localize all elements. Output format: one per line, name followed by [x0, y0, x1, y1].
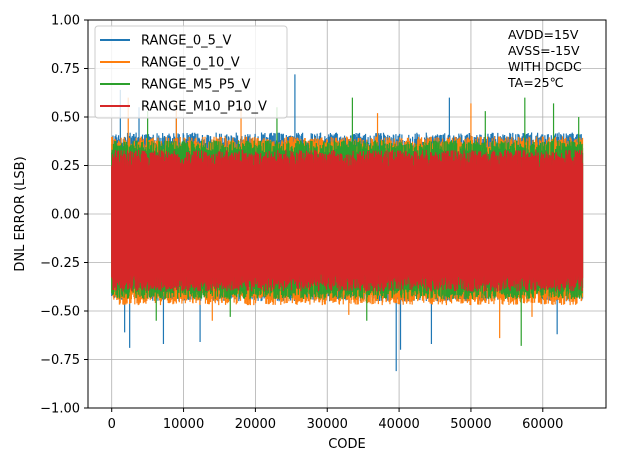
x-axis-label: CODE	[328, 437, 366, 452]
annotation-line: WITH DCDC	[508, 59, 582, 74]
annotation-line: TA=25℃	[507, 75, 564, 90]
x-tick-label: 50000	[450, 417, 491, 432]
conditions-annotation: AVDD=15V AVSS=-15V WITH DCDC TA=25℃	[507, 27, 582, 90]
legend-entry-range-0-5-v: RANGE_0_5_V	[100, 34, 231, 49]
y-tick-label: 0.25	[51, 159, 80, 174]
x-tick-label: 60000	[522, 417, 563, 432]
legend: RANGE_0_5_V RANGE_0_10_V RANGE_M5_P5_V R…	[94, 25, 288, 119]
y-tick-label: 0.75	[51, 62, 80, 77]
y-axis-label: DNL ERROR (LSB)	[13, 156, 28, 271]
annotation-line: AVSS=-15V	[508, 43, 580, 58]
y-tick-label: 1.00	[51, 14, 80, 29]
legend-label: RANGE_M5_P5_V	[141, 78, 251, 93]
tick-layer: 0 10000 20000 30000 40000 50000 60000 −1.00 −0.7…	[40, 14, 563, 433]
y-tick-label: −0.50	[40, 305, 80, 320]
y-tick-label: −0.25	[40, 256, 80, 271]
legend-entry-range-m5-p5-v: RANGE_M5_P5_V	[100, 78, 251, 93]
y-tick-label: −0.75	[40, 353, 80, 368]
plot-area	[111, 74, 584, 372]
series-range-m10-p10-v-line	[111, 149, 584, 292]
x-tick-label: 0	[108, 417, 116, 432]
legend-label: RANGE_0_5_V	[141, 34, 231, 49]
x-tick-label: 10000	[163, 417, 204, 432]
y-tick-label: 0.50	[51, 111, 80, 126]
legend-label: RANGE_0_10_V	[141, 56, 240, 71]
legend-entry-range-0-10-v: RANGE_0_10_V	[100, 56, 240, 71]
legend-label: RANGE_M10_P10_V	[141, 100, 267, 115]
y-tick-label: 0.00	[51, 208, 80, 223]
x-tick-label: 20000	[235, 417, 276, 432]
x-tick-label: 40000	[378, 417, 419, 432]
y-tick-label: −1.00	[40, 402, 80, 417]
annotation-line: AVDD=15V	[508, 27, 579, 42]
legend-box	[94, 25, 288, 119]
x-tick-label: 30000	[307, 417, 348, 432]
legend-entry-range-m10-p10-v: RANGE_M10_P10_V	[100, 100, 267, 115]
